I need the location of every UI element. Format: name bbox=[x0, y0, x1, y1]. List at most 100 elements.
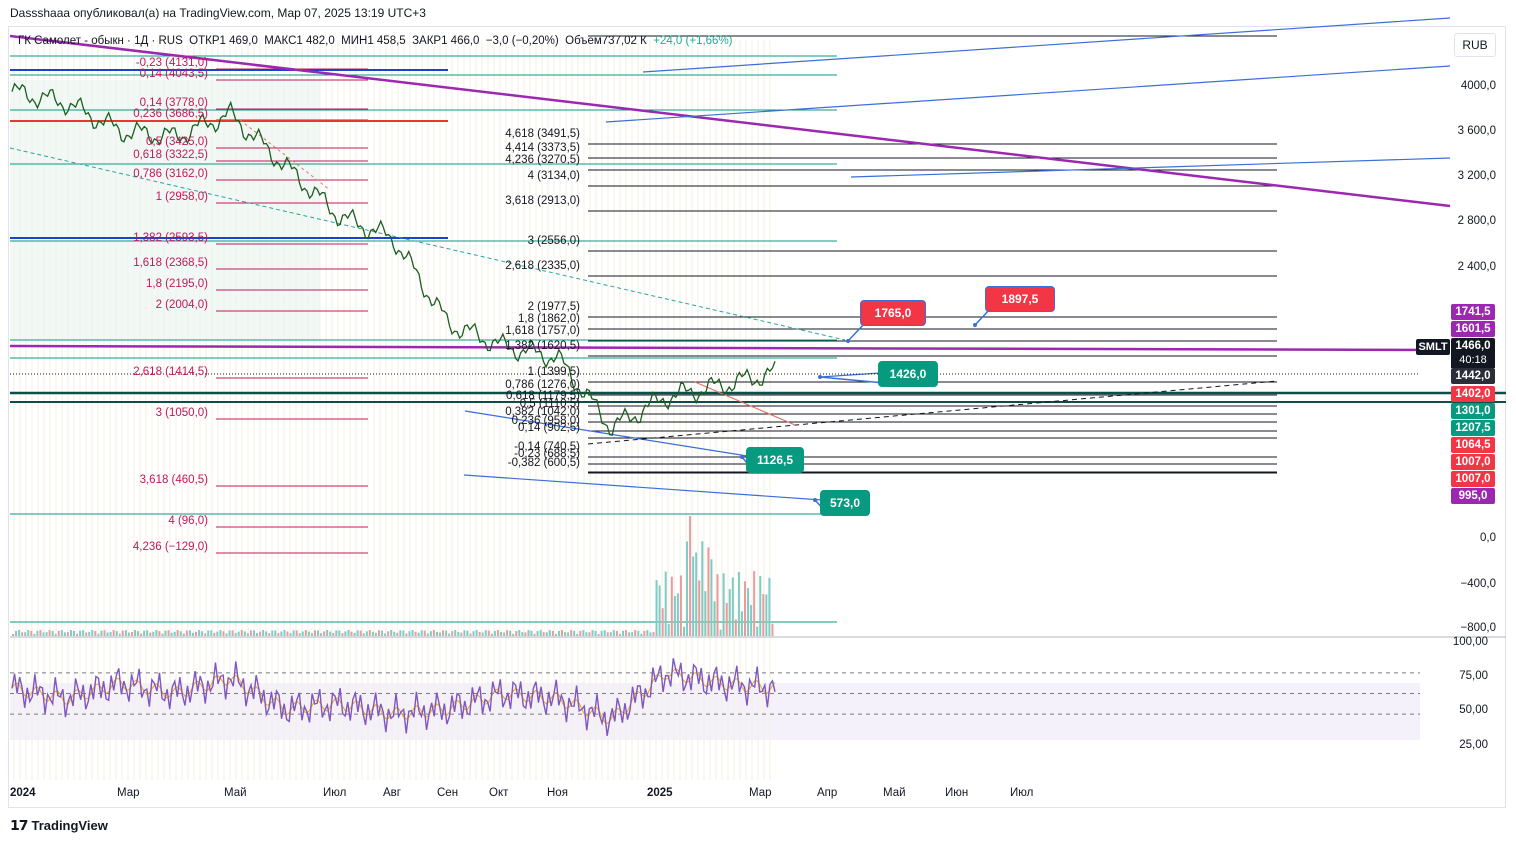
volume-bar bbox=[374, 632, 377, 636]
volume-bar bbox=[469, 633, 472, 636]
volume-bar bbox=[664, 571, 667, 636]
volume-bar bbox=[573, 630, 576, 636]
volume-bar bbox=[771, 623, 774, 636]
volume-bar bbox=[27, 630, 30, 636]
volume-bar bbox=[112, 630, 115, 636]
volume-bar bbox=[734, 619, 737, 636]
fib-left-label: 2,618 (1414,5) bbox=[133, 366, 208, 378]
volume-bar bbox=[393, 631, 396, 636]
volume-bar bbox=[36, 630, 39, 636]
price-callout[interactable]: 1426,0 bbox=[878, 361, 938, 387]
volume-bar bbox=[368, 630, 371, 636]
volume-bar bbox=[472, 631, 475, 636]
volume-bar bbox=[191, 632, 194, 636]
price-axis-tick: 3 200,0 bbox=[1457, 170, 1496, 182]
volume-bar bbox=[725, 602, 728, 636]
volume-bar bbox=[606, 632, 609, 636]
price-callout[interactable]: 1126,5 bbox=[746, 447, 804, 473]
red-dashed-trend bbox=[239, 119, 331, 191]
price-axis-tag: 1741,5 bbox=[1451, 304, 1495, 320]
volume-bar bbox=[512, 633, 515, 636]
price-callout[interactable]: 1897,5 bbox=[985, 286, 1055, 312]
volume-bar bbox=[652, 632, 655, 636]
fib-right-label: 1,618 (1757,0) bbox=[505, 325, 580, 337]
volume-bar bbox=[670, 576, 673, 636]
volume-bar bbox=[167, 630, 170, 636]
interval-label[interactable]: 1Д bbox=[134, 35, 149, 47]
volume-bar bbox=[661, 608, 664, 636]
volume-bar bbox=[692, 556, 695, 636]
ohlc-change: −3,0 (−0,20%) bbox=[485, 35, 559, 47]
volume-bar bbox=[79, 630, 82, 636]
fib-right-label: 4 (3134,0) bbox=[527, 170, 580, 182]
volume-bar bbox=[448, 633, 451, 636]
price-axis-tick: 3 600,0 bbox=[1457, 125, 1496, 137]
blue-ray bbox=[605, 65, 1451, 123]
currency-button[interactable]: RUB bbox=[1454, 33, 1496, 57]
volume-bar bbox=[695, 552, 698, 636]
volume-bar bbox=[106, 632, 109, 636]
price-callout[interactable]: 1765,0 bbox=[860, 300, 926, 326]
volume-bar bbox=[530, 630, 533, 636]
instrument-name[interactable]: ГК Самолет - обыкн bbox=[18, 35, 124, 47]
volume-bar bbox=[51, 630, 54, 636]
time-axis-tick: Июн bbox=[945, 787, 969, 799]
tradingview-logo[interactable]: 𝟭𝟳 TradingView bbox=[10, 817, 108, 834]
volume-bar bbox=[216, 631, 219, 636]
volume-bar bbox=[557, 630, 560, 636]
volume-bar bbox=[625, 630, 628, 636]
volume-bar bbox=[15, 630, 18, 636]
volume-bar bbox=[54, 633, 57, 636]
volume-bar bbox=[134, 630, 136, 636]
tradingview-logo-text: TradingView bbox=[31, 818, 108, 833]
volume-bar bbox=[509, 630, 512, 636]
volume-bar bbox=[21, 632, 24, 636]
volume-bar bbox=[195, 631, 197, 636]
volume-bar bbox=[576, 633, 579, 636]
volume-bar bbox=[176, 630, 179, 636]
volume-bar bbox=[701, 541, 704, 636]
blue-ray bbox=[850, 157, 1451, 178]
volume-bar bbox=[762, 594, 765, 636]
volume-bar bbox=[97, 633, 100, 636]
volume-bar bbox=[292, 630, 295, 636]
fib-left-label: 3,618 (460,5) bbox=[139, 474, 208, 486]
volume-bar bbox=[399, 630, 402, 636]
volume-bar bbox=[85, 632, 88, 636]
volume-bar bbox=[94, 631, 97, 636]
volume-bar bbox=[475, 630, 478, 636]
rsi-axis-tick: 50,00 bbox=[1459, 704, 1488, 716]
volume-bar bbox=[759, 575, 762, 636]
volume-bar bbox=[740, 611, 743, 636]
time-axis-tick: Авг bbox=[383, 787, 401, 799]
volume-bar bbox=[18, 630, 21, 636]
volume-bar bbox=[612, 630, 615, 636]
volume-bar bbox=[689, 516, 692, 636]
volume-bar bbox=[33, 633, 36, 636]
volume-bar bbox=[341, 633, 344, 636]
volume-bar bbox=[533, 633, 536, 636]
volume-bar bbox=[683, 626, 685, 636]
volume-bar bbox=[313, 630, 316, 636]
price-callout[interactable]: 573,0 bbox=[820, 490, 870, 516]
volume-bar bbox=[280, 631, 283, 636]
volume-bar bbox=[518, 630, 521, 636]
volume-bar bbox=[646, 630, 649, 636]
volume-bar bbox=[719, 629, 722, 636]
volume-bar bbox=[643, 630, 646, 636]
fib-right-label: -0,14 (740,5) bbox=[514, 441, 580, 453]
fib-left-label: 0,236 (3686,5) bbox=[133, 108, 208, 120]
symbol-legend: ГК Самолет - обыкн · 1Д · RUS ОТКР1 469,… bbox=[18, 35, 733, 47]
volume-bar bbox=[69, 630, 72, 636]
volume-bar bbox=[439, 632, 441, 636]
volume-bar bbox=[304, 630, 307, 636]
callout-anchor bbox=[846, 339, 850, 343]
volume-bar bbox=[237, 631, 240, 636]
volume-bar bbox=[362, 633, 365, 636]
volume-bar bbox=[252, 630, 255, 636]
volume-bar bbox=[481, 632, 484, 636]
volume-bar bbox=[152, 631, 155, 636]
publish-info: Dassshaaa опубликовал(а) на TradingView.… bbox=[10, 6, 426, 20]
volume-bar bbox=[384, 633, 387, 636]
